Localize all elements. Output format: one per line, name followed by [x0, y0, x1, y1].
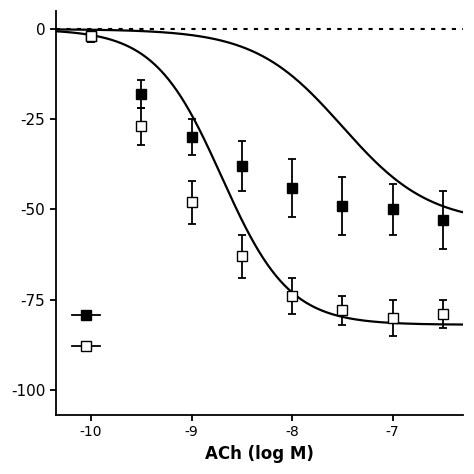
X-axis label: ACh (log M): ACh (log M)	[205, 445, 314, 463]
Legend: , : ,	[67, 304, 117, 359]
